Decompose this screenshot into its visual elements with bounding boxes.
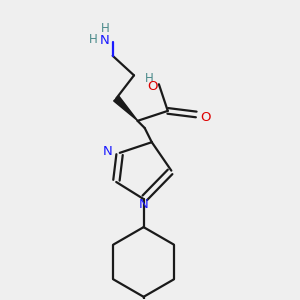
Text: O: O	[200, 111, 210, 124]
Text: O: O	[147, 80, 158, 93]
Text: H: H	[101, 22, 110, 35]
Text: N: N	[100, 34, 110, 47]
Text: N: N	[139, 197, 148, 211]
Text: H: H	[89, 33, 98, 46]
Polygon shape	[114, 96, 138, 121]
Text: H: H	[145, 72, 154, 86]
Text: N: N	[103, 145, 113, 158]
